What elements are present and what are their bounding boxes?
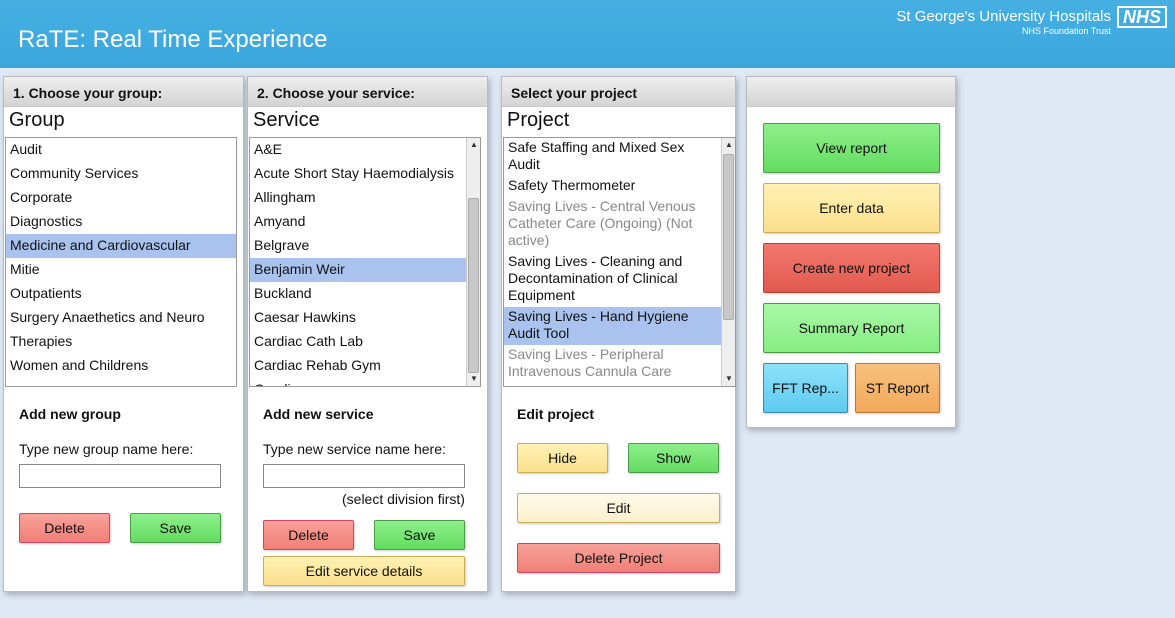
project-scrollbar[interactable]: ▲ ▼ [721, 138, 735, 386]
enter-data-button[interactable]: Enter data [763, 183, 940, 233]
group-list-item[interactable]: Mitie [10, 261, 40, 277]
service-panel: 2. Choose your service: Service A&E Acute… [247, 76, 488, 592]
service-list-item[interactable]: A&E [254, 141, 283, 157]
scroll-down-icon[interactable]: ▼ [725, 374, 733, 383]
project-item-text: Audit [508, 156, 540, 172]
project-item-text: Audit Tool [508, 325, 570, 341]
group-list-item[interactable]: Surgery Anaethetics and Neuro [10, 309, 205, 325]
service-list-item[interactable]: Belgrave [254, 237, 310, 253]
scroll-down-icon[interactable]: ▼ [470, 374, 478, 383]
delete-project-button[interactable]: Delete Project [517, 543, 720, 573]
scroll-thumb[interactable] [723, 154, 734, 320]
group-list-item[interactable]: Therapies [10, 333, 73, 349]
group-panel: 1. Choose your group: Group Audit Communi… [3, 76, 244, 592]
delete-service-button[interactable]: Delete [263, 520, 354, 550]
view-report-button[interactable]: View report [763, 123, 940, 173]
group-listbox[interactable]: Audit Community Services Corporate Diagnost… [5, 137, 237, 387]
edit-project-button[interactable]: Edit [517, 493, 720, 523]
project-item-text: Decontamination of Clinical [508, 270, 678, 286]
st-report-button[interactable]: ST Report [855, 363, 940, 413]
project-item-text: Saving Lives - Hand Hygiene [508, 308, 689, 324]
delete-group-button[interactable]: Delete [19, 513, 110, 543]
service-listbox[interactable]: A&E Acute Short Stay Haemodialysis Allingh… [249, 137, 481, 387]
project-item-text: Saving Lives - Cleaning and [508, 253, 683, 269]
service-list-title: Service [253, 109, 320, 131]
org-name: St George's University Hospitals [896, 8, 1111, 25]
save-service-button[interactable]: Save [374, 520, 465, 550]
hide-project-button[interactable]: Hide [517, 443, 608, 473]
group-input-hint: Type new group name here: [19, 441, 194, 457]
group-list-item[interactable]: Women and Childrens [10, 357, 149, 373]
service-name-input[interactable] [263, 464, 465, 488]
fft-report-button[interactable]: FFT Rep... [763, 363, 848, 413]
group-name-input[interactable] [19, 464, 221, 488]
summary-report-button[interactable]: Summary Report [763, 303, 940, 353]
project-list-item[interactable]: Saving Lives - Hand Hygiene Audit Tool [504, 307, 721, 345]
show-project-button[interactable]: Show [628, 443, 719, 473]
project-listbox[interactable]: Safe Staffing and Mixed Sex Audit Safety T… [503, 137, 736, 387]
org-sub: NHS Foundation Trust [1021, 26, 1111, 36]
project-list-item[interactable]: Saving Lives - Cleaning and Decontaminati… [504, 252, 721, 307]
app-title: RaTE: Real Time Experience [18, 26, 328, 53]
edit-project-label: Edit project [517, 406, 595, 422]
organisation-name: St George's University Hospitals NHS Fou… [896, 9, 1111, 37]
group-panel-heading: 1. Choose your group: [4, 77, 243, 107]
service-list-item[interactable]: Amyand [254, 213, 306, 229]
service-list-item[interactable]: Buckland [254, 285, 312, 301]
project-item-text: Catheter Care (Ongoing) (Not [508, 215, 693, 231]
project-item-text: Safe Staffing and Mixed Sex [508, 139, 685, 155]
group-list-item[interactable]: Outpatients [10, 285, 82, 301]
group-list-item[interactable]: Audit [10, 141, 42, 157]
app-header: RaTE: Real Time Experience St George's U… [0, 0, 1175, 68]
scroll-up-icon[interactable]: ▲ [470, 140, 478, 149]
actions-panel-heading [747, 77, 955, 107]
service-list-item[interactable]: Caroline [250, 378, 466, 386]
project-item-text: Equipment [508, 287, 575, 303]
project-list-title: Project [507, 109, 570, 131]
project-panel-heading: Select your project [502, 77, 735, 107]
project-item-text: Saving Lives - Central Venous [508, 198, 696, 214]
division-note: (select division first) [342, 491, 465, 507]
add-group-label: Add new group [19, 406, 121, 422]
service-list-item[interactable]: Allingham [254, 189, 316, 205]
service-input-hint: Type new service name here: [263, 441, 446, 457]
group-list-title: Group [9, 109, 65, 131]
project-list-item[interactable]: Safe Staffing and Mixed Sex Audit [504, 138, 721, 176]
service-list-item[interactable]: Cardiac Rehab Gym [254, 357, 381, 373]
project-item-text: Saving Lives - Peripheral [508, 346, 664, 362]
project-item-text: Intravenous Cannula Care [508, 363, 672, 379]
group-list-item[interactable]: Corporate [10, 189, 73, 205]
service-scrollbar[interactable]: ▲ ▼ [466, 138, 480, 386]
scroll-thumb[interactable] [468, 198, 479, 373]
actions-panel: View report Enter data Create new projec… [746, 76, 956, 428]
service-list-item[interactable]: Benjamin Weir [250, 258, 466, 282]
edit-service-details-button[interactable]: Edit service details [263, 556, 465, 586]
project-list-item[interactable]: Saving Lives - Central Venous Catheter Ca… [504, 197, 721, 252]
project-list-item[interactable]: Saving Lives - Peripheral Intravenous Can… [504, 345, 721, 383]
service-list-item[interactable]: Caesar Hawkins [254, 309, 356, 325]
project-panel: Select your project Project Safe Staffin… [501, 76, 736, 592]
save-group-button[interactable]: Save [130, 513, 221, 543]
group-list-item[interactable]: Community Services [10, 165, 139, 181]
project-item-text: active) [508, 232, 550, 248]
scroll-up-icon[interactable]: ▲ [725, 140, 733, 149]
add-service-label: Add new service [263, 406, 374, 422]
project-list-item[interactable]: Safety Thermometer [504, 176, 721, 197]
service-list-item[interactable]: Acute Short Stay Haemodialysis [254, 165, 454, 181]
service-panel-heading: 2. Choose your service: [248, 77, 487, 107]
create-project-button[interactable]: Create new project [763, 243, 940, 293]
group-list-item[interactable]: Diagnostics [10, 213, 83, 229]
project-item-text: Safety Thermometer [508, 177, 636, 193]
group-list-item[interactable]: Medicine and Cardiovascular [6, 234, 236, 258]
nhs-logo: NHS [1117, 6, 1167, 28]
service-list-item[interactable]: Cardiac Cath Lab [254, 333, 363, 349]
